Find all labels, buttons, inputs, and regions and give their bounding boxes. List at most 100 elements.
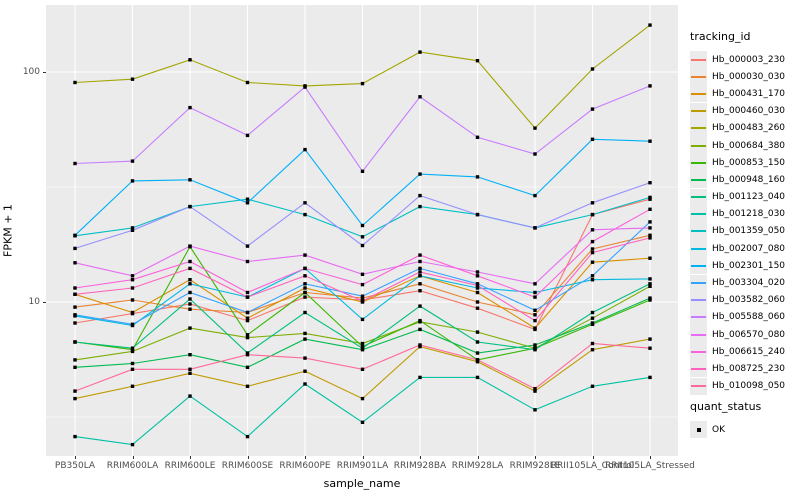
legend-item-label: Hb_000483_260	[712, 123, 786, 134]
data-point	[245, 384, 250, 388]
legend-key-box	[690, 291, 707, 309]
data-point	[648, 282, 652, 286]
legend-key-line-icon	[691, 333, 706, 336]
legend-key-box	[690, 326, 707, 344]
data-point	[418, 172, 422, 176]
x-tick-label: RRIM928BA	[393, 461, 447, 471]
x-tick-label: RRIM600SE	[221, 461, 274, 471]
data-point	[590, 212, 595, 217]
data-point	[303, 212, 307, 217]
data-point	[418, 95, 422, 99]
data-point	[73, 80, 77, 85]
data-point	[360, 282, 365, 287]
data-point	[475, 360, 480, 364]
data-point	[130, 442, 135, 447]
data-point	[130, 278, 135, 282]
legend-key-box	[690, 343, 707, 361]
data-point	[648, 236, 652, 240]
data-point	[130, 322, 135, 326]
data-point	[475, 175, 480, 179]
data-point	[188, 105, 192, 110]
x-tick-mark	[305, 456, 306, 459]
x-tick-label: RRII105LA_Control	[550, 461, 635, 471]
data-point	[648, 195, 652, 200]
data-point	[245, 295, 250, 299]
legend-item-label: Hb_000003_230	[712, 54, 786, 65]
legend-item-label: Hb_008725_230	[712, 363, 786, 374]
plot-canvas	[46, 5, 678, 456]
data-point	[303, 253, 307, 257]
data-point	[245, 365, 250, 369]
legend-key-line-icon	[691, 350, 706, 353]
data-point	[648, 220, 652, 224]
x-tick-label: RRIM928LE	[509, 461, 561, 471]
legend-item: OK	[690, 421, 798, 439]
legend-key-line-icon	[691, 282, 706, 285]
data-point	[533, 408, 537, 412]
legend-key-line-icon	[691, 110, 706, 113]
data-point	[130, 367, 135, 371]
x-tick-mark	[362, 456, 364, 459]
data-point	[245, 290, 250, 295]
data-point	[475, 306, 480, 310]
data-point	[245, 353, 250, 357]
data-point	[245, 80, 250, 85]
data-point	[73, 396, 77, 401]
data-point	[418, 266, 422, 271]
legend-item-label: Hb_000460_030	[712, 106, 786, 117]
data-point	[533, 282, 537, 286]
legend-item: Hb_003582_060	[690, 291, 798, 309]
legend-key-line-icon	[691, 196, 706, 199]
data-point	[648, 284, 652, 288]
data-point	[590, 260, 595, 264]
data-point	[73, 358, 77, 362]
data-point	[245, 318, 250, 323]
legend-item-label: Hb_002007_080	[712, 243, 786, 254]
data-point	[648, 207, 652, 211]
x-tick-label: RRIM600LE	[164, 461, 216, 471]
data-point	[590, 67, 595, 71]
data-point	[590, 310, 595, 315]
data-point	[590, 348, 595, 352]
x-tick-label: RRIM901LA	[336, 461, 389, 471]
legend-key-line-icon	[691, 367, 706, 370]
legend-item: Hb_002007_080	[690, 240, 798, 258]
data-point	[590, 239, 595, 244]
data-point	[73, 313, 77, 317]
data-point	[245, 244, 250, 248]
data-point	[73, 246, 77, 251]
x-tick-label: RRIM600PE	[279, 461, 331, 471]
data-point	[130, 384, 135, 388]
legend-item-label: Hb_006570_080	[712, 329, 786, 340]
data-point	[360, 420, 365, 424]
data-point	[73, 286, 77, 290]
data-point	[418, 289, 422, 293]
legend-quant-status: quant_status OK	[690, 400, 798, 439]
legend-item: Hb_000483_260	[690, 119, 798, 137]
legend-title: quant_status	[690, 400, 762, 413]
legend-key-line-icon	[691, 230, 706, 233]
data-point	[73, 305, 77, 309]
data-point	[475, 340, 480, 344]
data-point	[245, 201, 250, 205]
legend-item-label: Hb_000684_380	[712, 140, 786, 151]
legend-key-box	[690, 137, 707, 155]
data-point	[648, 277, 652, 281]
data-point	[590, 341, 595, 346]
data-point	[360, 299, 365, 303]
legend-key-box	[690, 119, 707, 137]
data-point	[418, 343, 422, 347]
legend-item: Hb_000853_150	[690, 154, 798, 172]
legend-item: Hb_000003_230	[690, 51, 798, 69]
data-point	[533, 193, 537, 198]
legend-tracking-id: tracking_id Hb_000003_230 Hb_000030_030 Hb…	[690, 30, 798, 395]
x-axis-title: sample_name	[323, 477, 401, 490]
x-tick-mark	[247, 456, 249, 459]
data-point	[590, 278, 595, 282]
data-point	[245, 133, 250, 138]
legend-item-label: Hb_010098_050	[712, 381, 786, 392]
data-point	[418, 375, 422, 380]
legend-item: Hb_002301_150	[690, 257, 798, 275]
data-point	[475, 351, 480, 355]
y-tick-mark	[43, 72, 46, 73]
